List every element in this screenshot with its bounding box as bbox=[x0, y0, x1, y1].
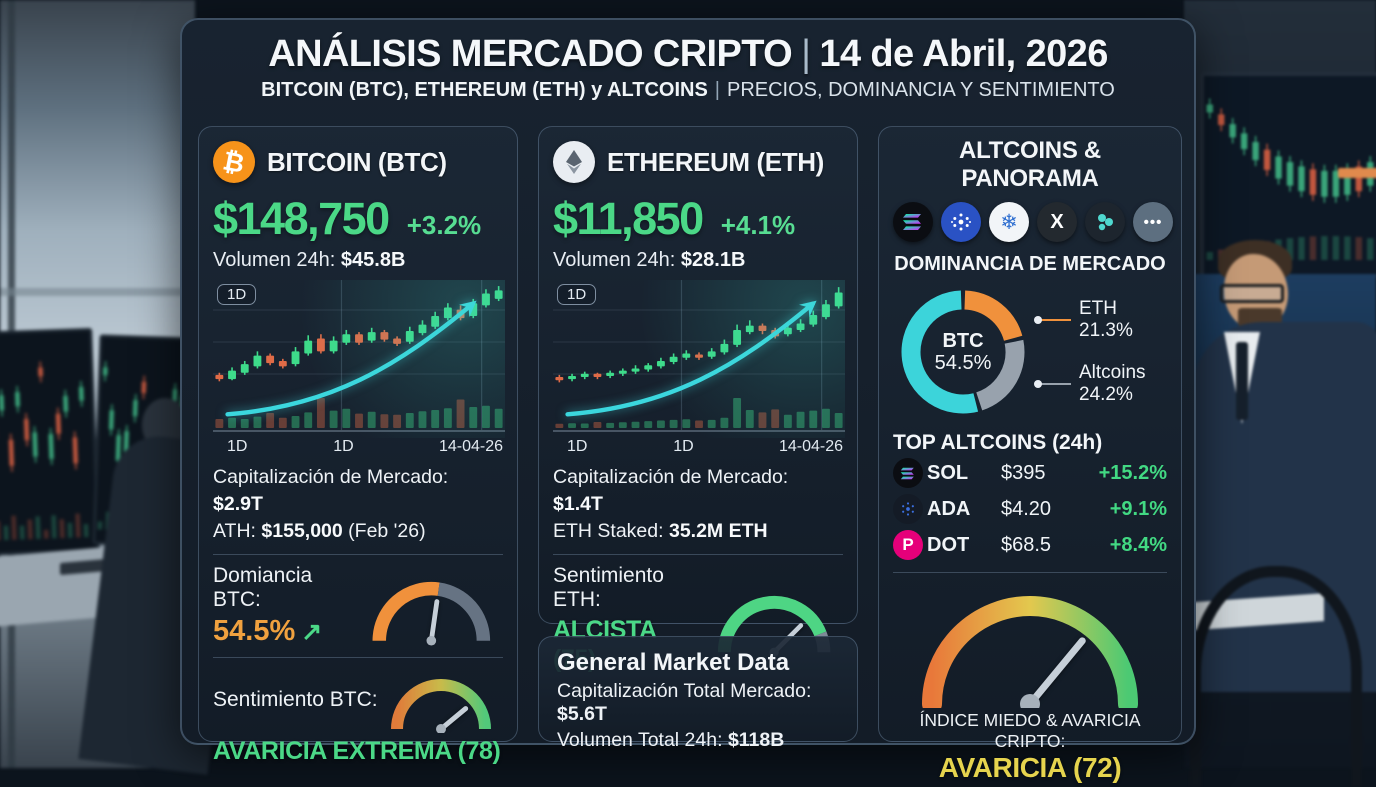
analyst-glasses bbox=[1220, 284, 1284, 303]
window-frame-horizontal bbox=[0, 288, 195, 296]
top-altcoins-title: TOP ALTCOINS (24h) bbox=[893, 431, 1103, 454]
trading-monitor-left-1 bbox=[0, 327, 100, 557]
title-date: 14 de Abril, 2026 bbox=[819, 33, 1108, 75]
bitcoin-icon: ₿ bbox=[213, 141, 255, 183]
bitcoin-card: ₿ BITCOIN (BTC) $148,750 +3.2% Volumen 2… bbox=[198, 126, 518, 765]
market-volume-line: Volumen Total 24h: $118B bbox=[557, 729, 785, 751]
bitcoin-name: BITCOIN (BTC) bbox=[267, 146, 447, 177]
bitcoin-sentiment-block: Sentimiento BTC: AVARICIA EXTREMA (78) bbox=[213, 667, 503, 766]
sentiment-value: AVARICIA EXTREMA (78) bbox=[213, 736, 501, 765]
subtitle-topics: PRECIOS, DOMINANCIA Y SENTIMIENTO bbox=[726, 78, 1115, 101]
market-cap-line: Capitalización Total Mercado: $5.6T bbox=[557, 680, 812, 725]
cardano-icon[interactable] bbox=[941, 202, 981, 242]
ethereum-icon bbox=[553, 141, 595, 183]
fear-greed-block: ÍNDICE MIEDO & AVARICIA CRIPTO: AVARICIA… bbox=[893, 582, 1167, 784]
legend-item-altcoins: Altcoins 24.2% bbox=[1034, 362, 1146, 406]
bitcoin-volume: Volumen 24h: $45.8B bbox=[213, 249, 406, 271]
market-title: General Market Data bbox=[557, 649, 790, 676]
bitcoin-ath: ATH: $155,000 (Feb '26) bbox=[213, 519, 426, 542]
bitcoin-card-header: ₿ BITCOIN (BTC) bbox=[213, 139, 503, 185]
ethereum-name: ETHEREUM (ETH) bbox=[607, 146, 824, 177]
bitcoin-dominance-block: Domiancia BTC: 54.5% ↗ bbox=[213, 564, 503, 648]
fear-greed-label: ÍNDICE MIEDO & AVARICIA CRIPTO: bbox=[919, 710, 1141, 751]
title-main: ANÁLISIS MERCADO CRIPTO bbox=[268, 33, 793, 75]
dominance-donut-block: BTC 54.5% ETH 21.3% Altcoins 24.2% bbox=[893, 282, 1167, 422]
divider bbox=[213, 553, 503, 555]
snowflake-token-icon[interactable]: ❄ bbox=[989, 202, 1029, 242]
legend-item-eth: ETH 21.3% bbox=[1034, 298, 1146, 342]
sentiment-label: Sentimiento BTC: bbox=[213, 687, 378, 711]
altcoins-title: ALTCOINS & PANORAMA bbox=[959, 137, 1101, 192]
dominance-donut-chart: BTC 54.5% bbox=[893, 282, 1033, 422]
timeframe-badge[interactable]: 1D bbox=[217, 284, 257, 305]
dominance-value: 54.5% ↗ bbox=[213, 614, 323, 647]
bitcoin-sentiment-gauge bbox=[391, 678, 491, 733]
timeframe-badge[interactable]: 1D bbox=[557, 284, 597, 305]
bitcoin-price: $148,750 bbox=[213, 193, 390, 244]
analyst-tie bbox=[1236, 342, 1248, 420]
office-left-scene bbox=[0, 0, 248, 775]
altcoin-row-sol: SOL $395 +15.2% bbox=[893, 455, 1167, 491]
market-dominance-title: DOMINANCIA DE MERCADO bbox=[894, 253, 1166, 275]
ethereum-stats: Capitalización de Mercado: $1.4T ETH Sta… bbox=[553, 464, 843, 545]
general-market-card: General Market Data Capitalización Total… bbox=[538, 636, 858, 751]
donut-center-label: BTC 54.5% bbox=[934, 330, 992, 374]
office-right-scene bbox=[1184, 0, 1376, 787]
ethereum-volume: Volumen 24h: $28.1B bbox=[553, 249, 746, 271]
polkadot-icon: P bbox=[893, 530, 923, 560]
solana-icon[interactable] bbox=[893, 202, 933, 242]
altcoin-row-dot: P DOT $68.5 +8.4% bbox=[893, 527, 1167, 563]
ethereum-candlestick-chart bbox=[553, 280, 845, 432]
ethereum-card-header: ETHEREUM (ETH) bbox=[553, 139, 843, 185]
donut-legend: ETH 21.3% Altcoins 24.2% bbox=[1034, 298, 1146, 406]
callout-line bbox=[1034, 316, 1071, 325]
bitcoin-dominance-gauge bbox=[372, 581, 491, 646]
bitcoin-marketcap: Capitalización de Mercado: $2.9T bbox=[213, 466, 449, 515]
altcoins-card: ALTCOINS & PANORAMA ❄ X bbox=[878, 126, 1182, 783]
bitcoin-price-row: $148,750 +3.2% bbox=[213, 193, 503, 245]
fear-greed-value: AVARICIA (72) bbox=[938, 752, 1122, 783]
bitcoin-candlestick-chart bbox=[213, 280, 505, 432]
subtitle-separator: | bbox=[714, 78, 720, 101]
solana-icon bbox=[893, 458, 923, 488]
bitcoin-chart: 1D 1D 1D 14-04-26 bbox=[213, 280, 505, 458]
price-tag-marker bbox=[1338, 168, 1376, 178]
ethereum-marketcap: Capitalización de Mercado: $1.4T bbox=[553, 466, 789, 515]
fear-greed-gauge bbox=[922, 596, 1138, 708]
title-separator: | bbox=[801, 33, 811, 75]
ethereum-change: +4.1% bbox=[720, 210, 796, 240]
more-coins-icon[interactable]: ••• bbox=[1133, 202, 1173, 242]
divider bbox=[553, 553, 843, 555]
bitcoin-change: +3.2% bbox=[406, 210, 482, 240]
office-chair bbox=[1190, 566, 1362, 787]
subtitle-coins: BITCOIN (BTC), ETHEREUM (ETH) y ALTCOINS bbox=[261, 78, 708, 101]
xrp-icon[interactable]: X bbox=[1037, 202, 1077, 242]
divider bbox=[893, 572, 1167, 573]
generic-token-icon[interactable] bbox=[1085, 202, 1125, 242]
altcoin-row-ada: ADA $4.20 +9.1% bbox=[893, 491, 1167, 527]
page-title: ANÁLISIS MERCADO CRIPTO | 14 de Abril, 202… bbox=[182, 33, 1194, 76]
bitcoin-stats: Capitalización de Mercado: $2.9T ATH: $1… bbox=[213, 464, 503, 545]
crypto-infographic-panel: ANÁLISIS MERCADO CRIPTO | 14 de Abril, 202… bbox=[180, 18, 1196, 783]
page-subtitle: BITCOIN (BTC), ETHEREUM (ETH) y ALTCOINS… bbox=[182, 79, 1194, 101]
ethereum-price-row: $11,850 +4.1% bbox=[553, 193, 843, 245]
ethereum-price: $11,850 bbox=[553, 193, 704, 244]
dominance-label: Domiancia BTC: bbox=[213, 563, 313, 611]
bitcoin-x-axis: 1D 1D 14-04-26 bbox=[227, 438, 503, 455]
cardano-icon bbox=[893, 494, 923, 524]
altcoin-icon-row: ❄ X ••• bbox=[893, 202, 1173, 242]
callout-line bbox=[1034, 379, 1071, 388]
panel-header: ANÁLISIS MERCADO CRIPTO | 14 de Abril, 202… bbox=[182, 33, 1194, 101]
up-arrow-icon: ↗ bbox=[301, 617, 323, 646]
ethereum-staked: ETH Staked: 35.2M ETH bbox=[553, 519, 768, 542]
ethereum-x-axis: 1D 1D 14-04-26 bbox=[567, 438, 843, 455]
ethereum-chart: 1D 1D 1D 14-04-26 bbox=[553, 280, 845, 458]
sentiment-label: Sentimiento ETH: bbox=[553, 563, 664, 611]
ethereum-card: ETHEREUM (ETH) $11,850 +4.1% Volumen 24h… bbox=[538, 126, 858, 673]
divider bbox=[213, 656, 503, 658]
